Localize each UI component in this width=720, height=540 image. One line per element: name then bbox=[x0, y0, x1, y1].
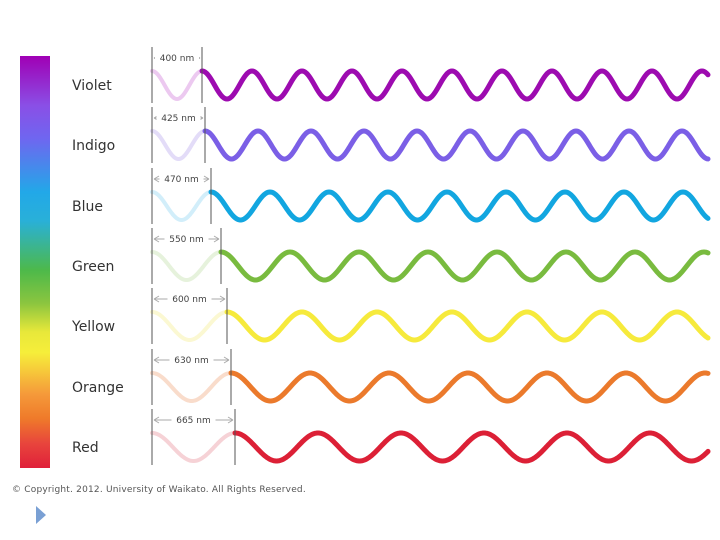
wavelength-label-bg-violet bbox=[155, 51, 199, 62]
label-blue: Blue bbox=[72, 199, 103, 215]
wavelength-label-bg-red bbox=[171, 413, 216, 424]
arrowhead-right-blue bbox=[203, 175, 210, 183]
label-indigo: Indigo bbox=[72, 138, 116, 154]
wave-faded-orange bbox=[150, 371, 233, 403]
wavelength-label-bg-indigo bbox=[156, 111, 201, 122]
wavelength-label-red: 665 nm bbox=[176, 416, 211, 426]
wave-violet bbox=[199, 68, 711, 102]
wavelength-label-bg-orange bbox=[169, 353, 214, 364]
wave-faded-violet bbox=[150, 69, 204, 102]
wave-faded-blue bbox=[150, 190, 213, 222]
wavelength-label-violet: 400 nm bbox=[160, 54, 195, 64]
wave-orange bbox=[228, 370, 711, 404]
wave-faded-green bbox=[150, 250, 223, 282]
wave-indigo bbox=[202, 128, 711, 162]
arrowhead-left-yellow bbox=[153, 295, 160, 303]
wavelength-label-yellow: 600 nm bbox=[172, 295, 207, 305]
wave-green bbox=[218, 249, 711, 283]
arrowhead-left-orange bbox=[153, 356, 160, 364]
wave-yellow bbox=[224, 309, 711, 343]
play-arrow-icon[interactable] bbox=[36, 506, 46, 524]
wavelength-label-bg-green bbox=[164, 232, 209, 243]
arrowhead-left-green bbox=[153, 235, 160, 243]
arrowhead-left-red bbox=[153, 416, 160, 424]
label-violet: Violet bbox=[72, 78, 112, 94]
wave-faded-yellow bbox=[150, 310, 229, 342]
wave-red bbox=[232, 430, 711, 464]
label-green: Green bbox=[72, 259, 115, 275]
wave-blue bbox=[208, 189, 711, 223]
wavelength-label-indigo: 425 nm bbox=[161, 114, 196, 124]
wavelength-label-green: 550 nm bbox=[169, 235, 204, 245]
arrowhead-right-red bbox=[227, 416, 234, 424]
wavelength-label-bg-blue bbox=[159, 172, 204, 183]
label-yellow: Yellow bbox=[72, 319, 116, 335]
wave-faded-red bbox=[150, 431, 237, 463]
wavelength-label-blue: 470 nm bbox=[164, 175, 199, 185]
arrowhead-left-blue bbox=[153, 175, 160, 183]
label-orange: Orange bbox=[72, 380, 124, 396]
label-red: Red bbox=[72, 440, 99, 456]
spectrum-color-bar bbox=[20, 56, 50, 468]
arrowhead-right-yellow bbox=[219, 295, 226, 303]
wavelength-label-bg-yellow bbox=[167, 292, 212, 303]
arrowhead-right-orange bbox=[223, 356, 230, 364]
wavelength-label-orange: 630 nm bbox=[174, 356, 209, 366]
copyright-text: © Copyright. 2012. University of Waikato… bbox=[12, 485, 306, 495]
arrowhead-right-green bbox=[213, 235, 220, 243]
wave-faded-indigo bbox=[150, 129, 207, 161]
